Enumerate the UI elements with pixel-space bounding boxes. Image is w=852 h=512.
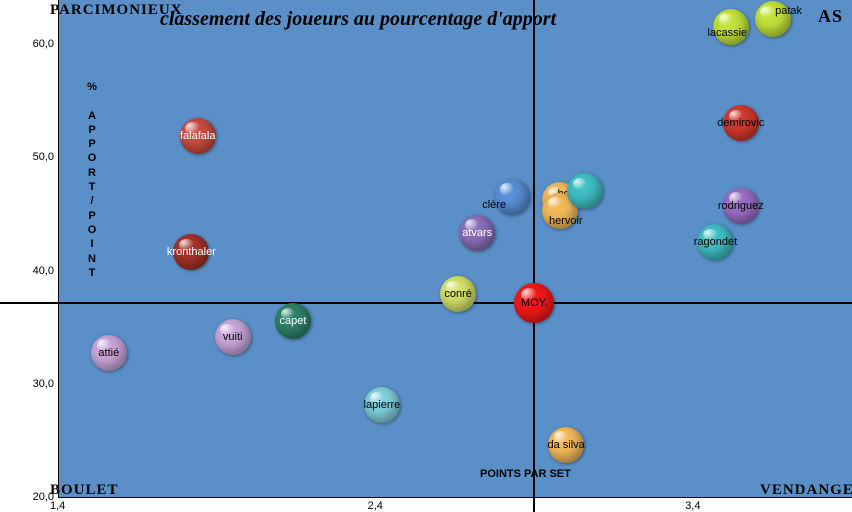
bubble-MOY. [514, 283, 554, 323]
bubble-demirovic [723, 105, 759, 141]
bubble-lacassie [713, 9, 749, 45]
corner-bottom_left: BOULET [50, 482, 119, 499]
bubble-conré [440, 276, 476, 312]
bubble-atvars [459, 215, 495, 251]
y-axis-line [58, 0, 59, 498]
corner-top_right: AS [818, 6, 843, 27]
y-tick-label: 50,0 [33, 151, 54, 163]
bubble-da silva [548, 427, 584, 463]
scatter-bubble-chart: 20,030,040,050,060,01,42,43,4PARCIMONIEU… [0, 0, 852, 512]
chart-title: classement des joueurs au pourcentage d'… [160, 8, 556, 31]
bubble-capet [275, 303, 311, 339]
bubble-rodriguez [723, 188, 759, 224]
x-tick-label: 2,4 [368, 500, 383, 512]
y-tick-label: 30,0 [33, 378, 54, 390]
y-axis-title: % APPORT/POINT [86, 80, 98, 280]
bubble-lapierre [364, 387, 400, 423]
x-tick-label: 3,4 [685, 500, 700, 512]
x-axis-title: POINTS PAR SET [480, 468, 571, 480]
crosshair-horizontal [0, 302, 852, 304]
bubble-falafala [180, 118, 216, 154]
corner-bottom_right: VENDANGEU [760, 482, 852, 499]
bubble-ragondet [697, 224, 733, 260]
bubble-turq1 [567, 173, 603, 209]
bubble-clère [494, 179, 530, 215]
y-tick-label: 40,0 [33, 265, 54, 277]
crosshair-vertical [533, 0, 535, 512]
bubble-attié [91, 335, 127, 371]
bubble-patak [755, 1, 791, 37]
bubble-vuiti [215, 319, 251, 355]
bubble-kronthaler [173, 234, 209, 270]
x-axis-line [58, 497, 852, 498]
y-tick-label: 60,0 [33, 38, 54, 50]
x-tick-label: 1,4 [50, 500, 65, 512]
